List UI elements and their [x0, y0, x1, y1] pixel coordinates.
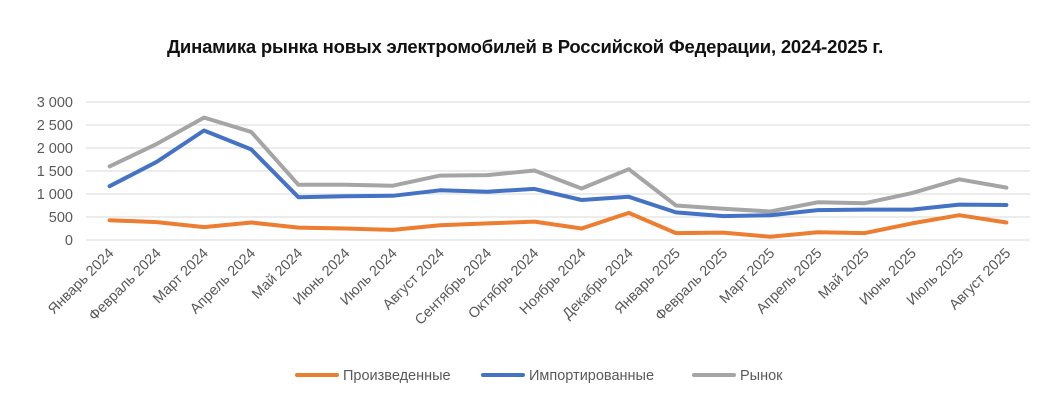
legend: Произведенные Импортированные Рынок — [295, 368, 783, 384]
y-tick-label: 0 — [65, 233, 73, 249]
series-lines — [107, 115, 1009, 239]
series-line-3 — [107, 115, 1009, 214]
series-line-2 — [107, 128, 1009, 219]
y-tick-label: 1 500 — [37, 164, 73, 180]
y-tick-label: 3 000 — [37, 95, 73, 111]
chart-title: Динамика рынка новых электромобилей в Ро… — [166, 36, 884, 57]
y-tick-label: 2 000 — [37, 141, 73, 157]
y-axis: 0 500 1 000 1 500 2 000 2 500 3 000 — [37, 95, 73, 249]
legend-label: Импортированные — [529, 368, 654, 384]
y-tick-label: 1 000 — [37, 187, 73, 203]
legend-label: Произведенные — [343, 368, 451, 384]
y-tick-label: 2 500 — [37, 118, 73, 134]
y-tick-label: 500 — [49, 210, 73, 226]
series-line-1 — [107, 210, 1009, 239]
legend-label: Рынок — [740, 368, 783, 384]
